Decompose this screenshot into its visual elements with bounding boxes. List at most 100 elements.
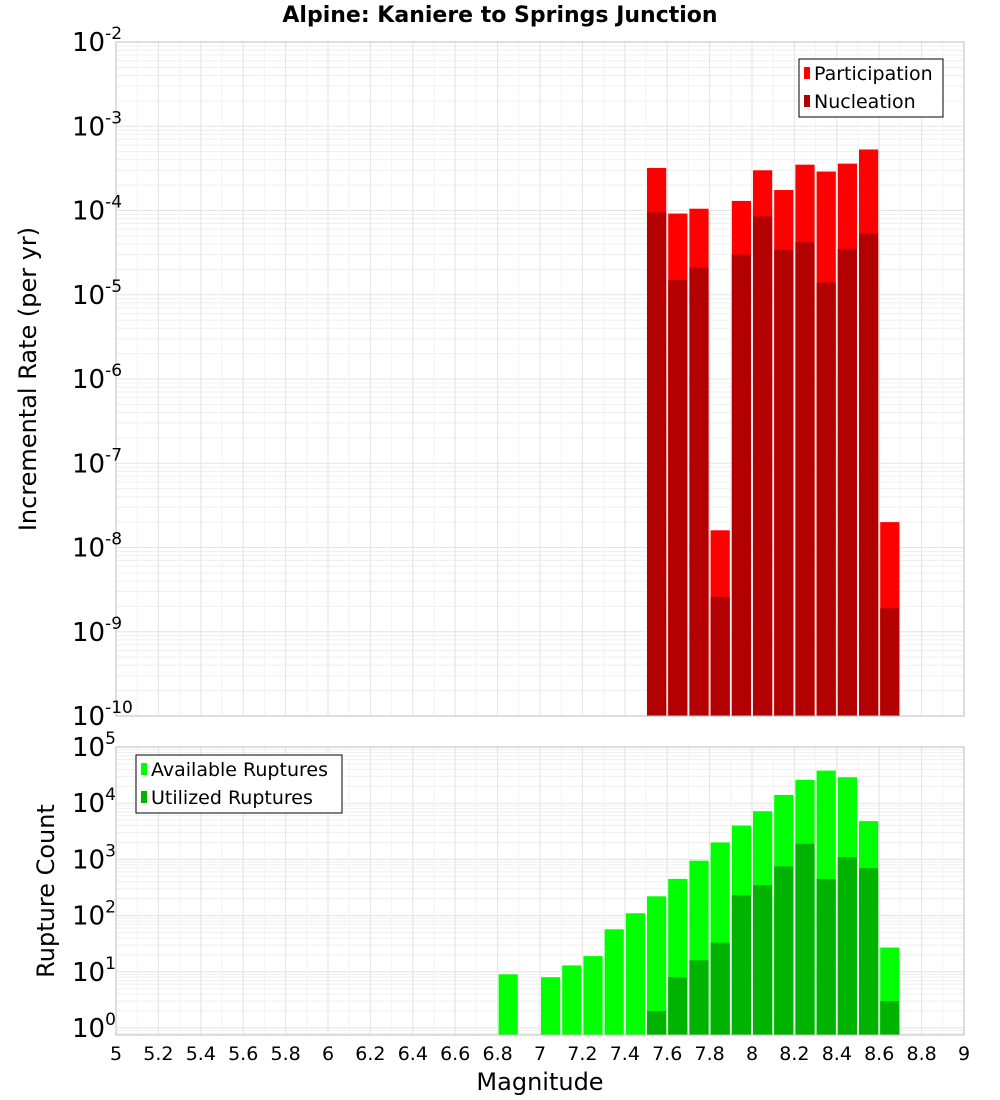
- legend-box: [798, 58, 944, 118]
- bar-nucleation: [880, 608, 900, 716]
- y-tick-label: 10-4: [72, 193, 122, 227]
- bar-utilized-ruptures: [668, 977, 688, 1035]
- bar-utilized-ruptures: [731, 895, 751, 1035]
- bar-available-ruptures: [647, 896, 667, 1035]
- rate-legend: Participation Nucleation: [798, 58, 944, 118]
- bar-utilized-ruptures: [647, 1011, 667, 1035]
- svg-text:100: 100: [72, 1010, 116, 1044]
- y-tick-label: 10-2: [72, 24, 122, 58]
- rate-grid: [115, 41, 965, 717]
- bar-utilized-ruptures: [710, 942, 730, 1035]
- svg-text:102: 102: [72, 898, 116, 932]
- svg-text:10-5: 10-5: [72, 277, 122, 311]
- y-tick-label: 100: [72, 1010, 116, 1044]
- count-legend: Available Ruptures Utilized Ruptures: [135, 754, 343, 814]
- svg-text:101: 101: [72, 954, 116, 988]
- bar-nucleation: [668, 279, 688, 716]
- bar-nucleation: [774, 249, 794, 716]
- y-tick-label: 10-10: [72, 698, 133, 732]
- x-tick-label: 8.6: [864, 1043, 894, 1065]
- x-tick-label: 8.8: [906, 1043, 936, 1065]
- legend-label: Nucleation: [814, 91, 916, 113]
- legend-swatch: [804, 67, 810, 79]
- x-tick-label: 7.2: [567, 1043, 597, 1065]
- bar-nucleation: [710, 596, 730, 716]
- legend-label: Available Ruptures: [151, 759, 328, 781]
- x-axis-label: Magnitude: [476, 1068, 603, 1096]
- y-tick-label: 101: [72, 954, 116, 988]
- x-tick-label: 5: [110, 1043, 122, 1065]
- bar-utilized-ruptures: [816, 878, 836, 1035]
- bar-nucleation: [859, 233, 879, 717]
- y-tick-label: 103: [72, 841, 116, 875]
- bar-utilized-ruptures: [859, 868, 879, 1035]
- bar-nucleation: [816, 282, 836, 716]
- y-tick-label: 10-8: [72, 530, 122, 564]
- bar-utilized-ruptures: [689, 960, 709, 1035]
- x-tick-label: 5.8: [270, 1043, 300, 1065]
- legend-box: [135, 754, 343, 814]
- svg-text:10-10: 10-10: [72, 698, 133, 732]
- bar-available-ruptures: [562, 965, 582, 1035]
- y-tick-label: 10-9: [72, 614, 122, 648]
- svg-text:10-8: 10-8: [72, 530, 122, 564]
- x-tick-label: 7.8: [694, 1043, 724, 1065]
- svg-text:105: 105: [72, 729, 116, 763]
- legend-swatch: [804, 95, 810, 107]
- y-tick-label: 10-3: [72, 108, 122, 142]
- y-tick-label: 10-6: [72, 361, 122, 395]
- bar-available-ruptures: [604, 929, 624, 1035]
- x-tick-label: 6.6: [440, 1043, 470, 1065]
- chart-title: Alpine: Kaniere to Springs Junction: [282, 3, 717, 28]
- legend-label: Participation: [814, 63, 933, 85]
- bar-available-ruptures: [541, 977, 561, 1035]
- bar-nucleation: [647, 212, 667, 717]
- svg-text:10-3: 10-3: [72, 108, 122, 142]
- bar-available-ruptures: [583, 956, 603, 1035]
- y-tick-label: 10-5: [72, 277, 122, 311]
- x-tick-label: 8.2: [779, 1043, 809, 1065]
- y-tick-label: 102: [72, 898, 116, 932]
- svg-text:10-4: 10-4: [72, 193, 122, 227]
- svg-text:10-6: 10-6: [72, 361, 122, 395]
- count-bars: [498, 770, 900, 1035]
- x-tick-label: 8.4: [822, 1043, 852, 1065]
- legend-swatch: [141, 763, 147, 775]
- svg-text:10-9: 10-9: [72, 614, 122, 648]
- bar-utilized-ruptures: [753, 885, 773, 1035]
- bar-utilized-ruptures: [837, 857, 857, 1035]
- bar-available-ruptures: [498, 974, 518, 1035]
- x-tick-label: 9: [958, 1043, 970, 1065]
- x-tick-label: 7.6: [652, 1043, 682, 1065]
- rate-bars: [647, 149, 900, 717]
- x-axis-ticks: 5 5.2 5.4 5.6 5.8 6 6.2 6.4 6.6 6.8 7 7.2 7.4 7.6 7.8 8…: [110, 1043, 970, 1065]
- count-panel: 100 101 102 103 104 105 Rupture Count Availab…: [32, 729, 965, 1044]
- bar-nucleation: [753, 216, 773, 716]
- svg-text:10-2: 10-2: [72, 24, 122, 58]
- bar-utilized-ruptures: [795, 843, 815, 1035]
- x-tick-label: 8: [746, 1043, 758, 1065]
- x-tick-label: 5.6: [228, 1043, 258, 1065]
- svg-text:104: 104: [72, 785, 116, 819]
- svg-text:10-7: 10-7: [72, 445, 122, 479]
- legend-swatch: [141, 791, 147, 803]
- y-tick-label: 10-7: [72, 445, 122, 479]
- y-tick-label: 105: [72, 729, 116, 763]
- bar-utilized-ruptures: [880, 1001, 900, 1035]
- bar-nucleation: [731, 254, 751, 716]
- count-y-axis-label: Rupture Count: [32, 804, 60, 978]
- legend-label: Utilized Ruptures: [151, 787, 313, 809]
- x-tick-label: 6.8: [482, 1043, 512, 1065]
- bar-nucleation: [837, 248, 857, 716]
- bar-nucleation: [795, 242, 815, 716]
- rate-y-ticks: 10-10 10-9 10-8 10-7 10-6 10-5 10-4 10-3 10-2: [72, 24, 133, 732]
- x-tick-label: 6.2: [355, 1043, 385, 1065]
- y-tick-label: 104: [72, 785, 116, 819]
- x-tick-label: 5.4: [186, 1043, 216, 1065]
- rate-y-axis-label: Incremental Rate (per yr): [14, 227, 42, 531]
- x-tick-label: 7.4: [610, 1043, 640, 1065]
- bar-available-ruptures: [625, 913, 645, 1035]
- count-y-ticks: 100 101 102 103 104 105: [72, 729, 116, 1044]
- x-tick-label: 7: [534, 1043, 546, 1065]
